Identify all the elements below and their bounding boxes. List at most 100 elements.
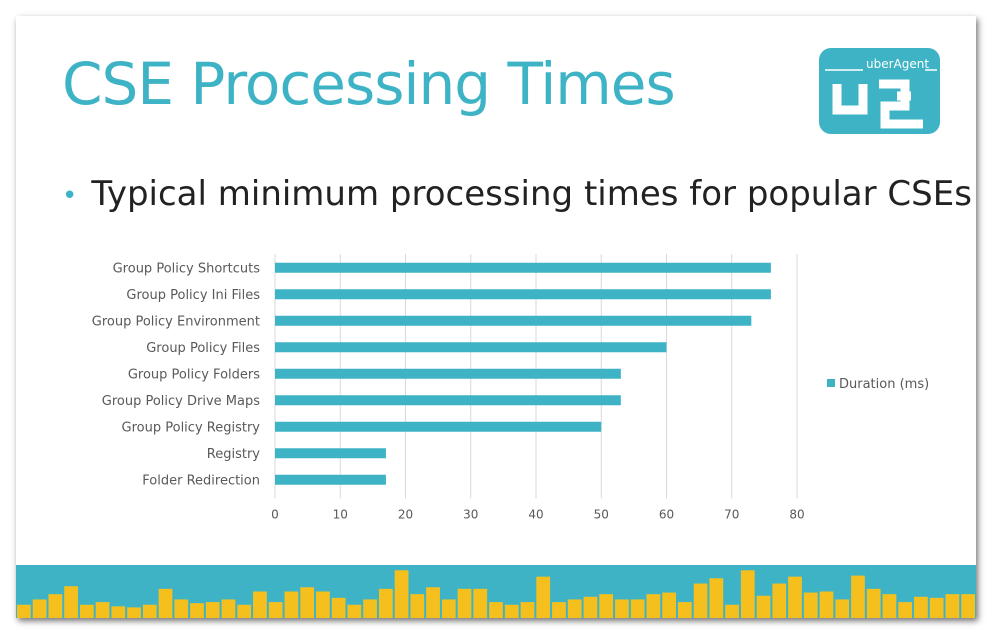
footer-band <box>16 565 976 618</box>
footer-bar <box>331 597 346 618</box>
bar <box>275 448 386 459</box>
footer-bar <box>520 602 535 618</box>
x-tick-label: 0 <box>271 508 279 522</box>
footer-bar <box>441 599 456 618</box>
footer-bar <box>788 576 802 618</box>
svg-text:uberAgent: uberAgent <box>866 57 929 71</box>
footer-bar <box>677 602 692 618</box>
bar <box>275 395 621 406</box>
x-tick-label: 60 <box>659 508 674 522</box>
footer-bar <box>48 594 63 618</box>
category-label: Group Policy Folders <box>128 367 260 382</box>
footer-bar <box>394 570 409 618</box>
footer-bar <box>17 604 31 618</box>
legend-label: Duration (ms) <box>839 377 929 392</box>
footer-bar <box>237 604 252 618</box>
footer-bar <box>772 583 787 618</box>
bar <box>275 289 771 300</box>
x-tick-label: 80 <box>789 508 804 522</box>
category-label: Group Policy Registry <box>122 420 261 435</box>
slide-title: CSE Processing Times <box>62 50 676 118</box>
footer-bar <box>756 595 771 618</box>
footer-bar <box>583 596 598 618</box>
footer-bar <box>725 604 739 618</box>
bar <box>275 474 386 485</box>
footer-bar <box>866 588 881 618</box>
footer-bar <box>64 586 78 618</box>
footer-bar <box>363 599 377 618</box>
footer-bar <box>504 604 519 618</box>
footer-bar <box>316 591 330 618</box>
footer-bar <box>95 602 110 618</box>
bullet-text: Typical minimum processing times for pop… <box>91 174 972 214</box>
footer-bar <box>646 594 661 618</box>
category-label: Group Policy Environment <box>92 314 260 329</box>
category-label: Registry <box>207 447 261 462</box>
bar-chart: 0 10 20 30 40 50 60 70 80 Group Policy Shortcuts G… <box>92 254 929 522</box>
uberagent-logo: uberAgent <box>819 48 940 134</box>
category-label: Group Policy Ini Files <box>126 288 260 303</box>
bullet-dot-icon: • <box>62 180 78 211</box>
bar <box>275 421 602 432</box>
footer-bar <box>803 592 818 618</box>
footer-bar <box>473 588 488 618</box>
footer-bar <box>914 596 928 618</box>
footer-bar <box>378 588 393 618</box>
footer-bar <box>536 576 551 618</box>
footer-bar <box>709 578 724 618</box>
footer-bar <box>190 603 204 618</box>
category-label: Group Policy Shortcuts <box>113 261 261 276</box>
x-tick-label: 50 <box>594 508 609 522</box>
footer-bar <box>740 570 755 618</box>
footer-bar <box>567 599 582 618</box>
footer-bar <box>457 588 472 618</box>
footer-bar <box>489 602 503 618</box>
footer-bar <box>142 604 157 618</box>
footer-bar <box>615 599 629 618</box>
x-tick-label: 10 <box>333 508 348 522</box>
footer-bar <box>284 591 299 618</box>
x-tick-label: 70 <box>724 508 739 522</box>
x-tick-label: 30 <box>463 508 478 522</box>
footer-bar <box>221 599 236 618</box>
footer-bar <box>253 591 267 618</box>
footer-bar <box>662 592 676 618</box>
bar <box>275 342 667 353</box>
bar <box>275 368 621 379</box>
footer-bars-decoration <box>17 570 975 618</box>
footer-bar <box>300 587 315 618</box>
legend-swatch <box>827 379 835 387</box>
footer-bar <box>79 604 94 618</box>
footer-bar <box>174 599 189 618</box>
footer-bar <box>835 599 850 618</box>
footer-bar <box>898 602 913 618</box>
footer-bar <box>819 591 834 618</box>
x-tick-label: 40 <box>528 508 543 522</box>
bar <box>275 262 771 273</box>
footer-bar <box>205 602 220 618</box>
footer-bar <box>111 606 126 618</box>
footer-bar <box>599 594 614 618</box>
footer-bar <box>158 588 173 618</box>
footer-bar <box>426 587 440 618</box>
footer-bar <box>347 604 362 618</box>
footer-bar <box>929 597 944 618</box>
bar <box>275 315 752 326</box>
slide: CSE Processing Times uberAgent • Typical … <box>16 16 976 618</box>
bullet-item: • Typical minimum processing times for po… <box>62 174 972 214</box>
footer-bar <box>552 602 566 618</box>
footer-bar <box>851 575 865 618</box>
footer-bar <box>961 594 975 618</box>
footer-bar <box>268 602 283 618</box>
category-label: Group Policy Drive Maps <box>102 394 260 409</box>
footer-bar <box>693 583 708 618</box>
footer-bar <box>410 594 425 618</box>
category-label: Folder Redirection <box>142 473 260 488</box>
footer-bar <box>630 599 645 618</box>
category-label: Group Policy Files <box>146 341 260 356</box>
x-tick-label: 20 <box>398 508 413 522</box>
footer-bar <box>127 607 141 618</box>
footer-bar <box>882 594 897 618</box>
footer-bar <box>32 599 47 618</box>
footer-bar <box>945 594 960 618</box>
